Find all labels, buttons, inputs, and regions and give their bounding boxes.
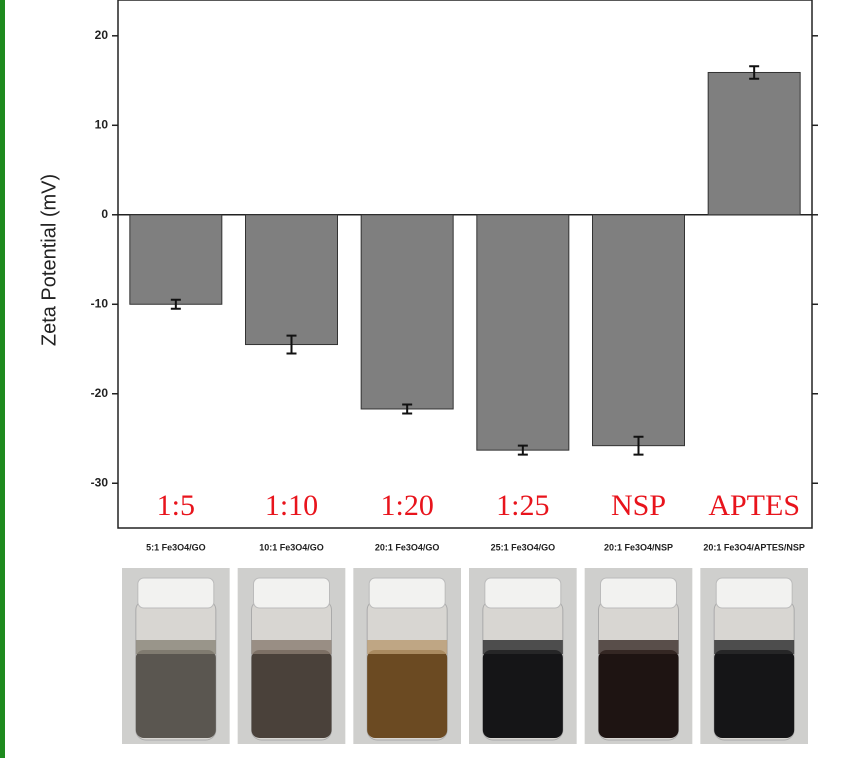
vial-cap (485, 578, 561, 608)
bar (593, 215, 685, 446)
vial-band (136, 640, 216, 654)
bar (477, 215, 569, 450)
vial-liquid (599, 650, 679, 738)
annotation: APTES (708, 489, 800, 522)
vial-liquid (714, 650, 794, 738)
x-tick-label: 20:1 Fe3O4/APTES/NSP (703, 542, 805, 552)
left-border (0, 0, 5, 758)
y-tick-label: -30 (91, 475, 109, 489)
y-tick-label: 0 (101, 207, 108, 221)
vial-band (252, 640, 332, 654)
vial-cap (601, 578, 677, 608)
vial-liquid (252, 650, 332, 738)
x-tick-label: 10:1 Fe3O4/GO (259, 542, 324, 552)
vial-liquid (483, 650, 563, 738)
vial-liquid (367, 650, 447, 738)
vial-cap (138, 578, 214, 608)
vial-band (367, 640, 447, 654)
vial-band (483, 640, 563, 654)
y-axis-label: Zeta Potential (mV) (38, 174, 60, 346)
bar (246, 215, 338, 345)
annotation: 1:10 (265, 489, 318, 522)
vial-band (714, 640, 794, 654)
y-tick-label: 10 (95, 117, 109, 131)
y-tick-label: -20 (91, 386, 109, 400)
x-tick-label: 20:1 Fe3O4/GO (375, 542, 440, 552)
chart: Zeta Potential (mV) -30 -20 -10 0 10 20 1:5 5:1… (0, 0, 846, 758)
bar (130, 215, 222, 304)
vial-cap (369, 578, 445, 608)
vial-cap (254, 578, 330, 608)
vial-cap (716, 578, 792, 608)
annotation: NSP (611, 489, 666, 522)
vial-liquid (136, 650, 216, 738)
annotation: 1:5 (157, 489, 195, 522)
vial-band (599, 640, 679, 654)
x-tick-label: 25:1 Fe3O4/GO (491, 542, 556, 552)
x-tick-label: 20:1 Fe3O4/NSP (604, 542, 673, 552)
y-tick-label: -10 (91, 296, 109, 310)
bar (361, 215, 453, 409)
annotation: 1:20 (380, 489, 433, 522)
y-tick-label: 20 (95, 28, 109, 42)
annotation: 1:25 (496, 489, 549, 522)
bar (708, 72, 800, 214)
x-tick-label: 5:1 Fe3O4/GO (146, 542, 206, 552)
